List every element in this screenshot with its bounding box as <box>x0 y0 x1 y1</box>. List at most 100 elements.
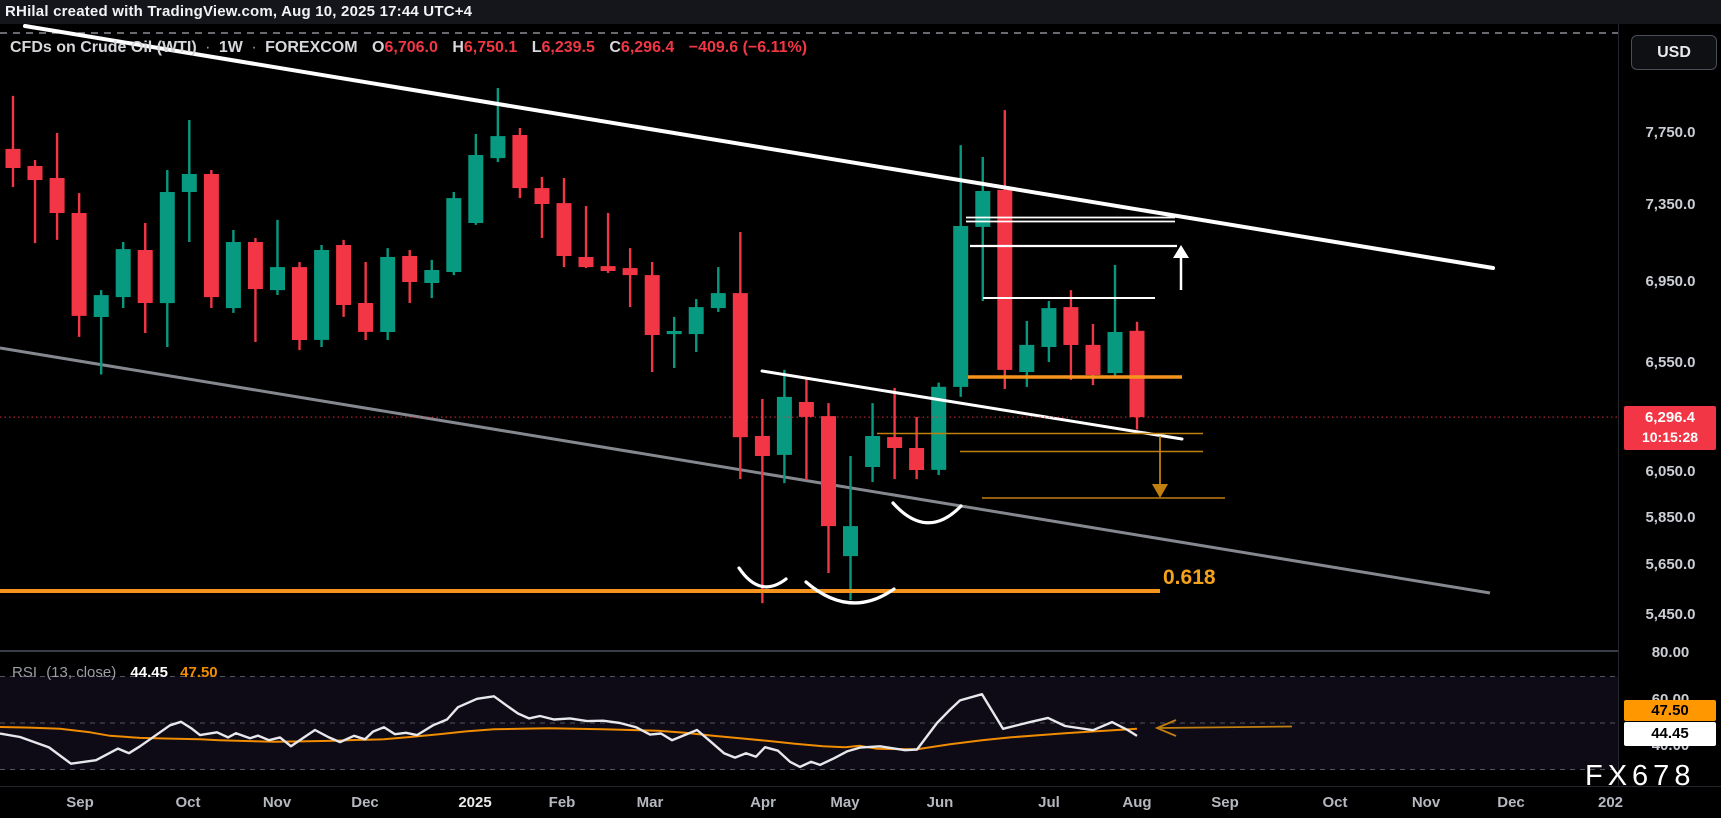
candle-body <box>446 198 462 272</box>
time-axis-label: Aug <box>1122 794 1152 811</box>
upper-white-trendline[interactable] <box>23 24 1495 270</box>
candle-body <box>887 437 903 448</box>
fib-0618-label: 0.618 <box>1163 566 1216 589</box>
candle-body <box>821 416 836 527</box>
candle-body <box>292 267 307 340</box>
rsi-ma-line[interactable] <box>0 726 1138 751</box>
price-scale[interactable]: 7,750.0 7,350.0 6,950.0 6,550.0 6,050.0 5,850… <box>1618 24 1721 786</box>
candle-body <box>688 307 704 335</box>
candle-body <box>1107 332 1123 374</box>
lower-grey-trendline[interactable] <box>0 346 1491 595</box>
candle-body <box>159 192 175 304</box>
candle-body <box>181 174 197 192</box>
symbol-header[interactable]: CFDs on Crude Oil (WTI) · 1W · FOREXCOM … <box>10 39 807 59</box>
candle-body <box>1129 330 1145 418</box>
candle-body <box>909 448 925 470</box>
attribution-text: RHilal created with TradingView.com, Aug… <box>5 3 473 20</box>
symbol-title[interactable]: CFDs on Crude Oil (WTI) <box>10 39 197 56</box>
candle-body <box>203 174 219 298</box>
time-scale[interactable]: Sep Oct Nov Dec 2025 Feb Mar Apr May Jun Jul Aug Sep… <box>0 786 1721 818</box>
change-value: −409.6 (−6.11%) <box>688 39 808 56</box>
arc-may-low[interactable] <box>804 580 896 605</box>
candle-body <box>843 526 858 557</box>
candle-body <box>402 256 418 282</box>
price-tick-label: 7,350.0 <box>1645 196 1696 214</box>
candle-body <box>225 242 241 309</box>
separator-dot: · <box>251 39 257 56</box>
bar-countdown: 10:15:28 <box>1641 429 1699 446</box>
time-axis-label: Oct <box>1322 794 1348 811</box>
candle-body <box>71 213 87 316</box>
candle-body <box>424 270 440 283</box>
attribution-bar: RHilal created with TradingView.com, Aug… <box>0 0 1721 24</box>
rsi-line[interactable] <box>0 693 1138 769</box>
ohlc-low: L6,239.5 <box>531 39 595 56</box>
candle-body <box>27 166 43 180</box>
rsi-left-arrow-head <box>1154 719 1177 737</box>
rsi-left-arrow[interactable] <box>1159 725 1293 729</box>
candle-body <box>270 267 285 291</box>
price-tick-label: 5,850.0 <box>1645 508 1696 526</box>
price-tick-label: 6,050.0 <box>1645 462 1696 480</box>
time-axis-label: Mar <box>636 794 664 811</box>
candle-body <box>710 293 726 309</box>
time-axis-label: Jun <box>926 794 954 811</box>
last-price-value: 6,296.4 <box>1644 409 1696 427</box>
price-tick-label: 5,650.0 <box>1645 556 1696 574</box>
candle-body <box>776 396 792 455</box>
time-axis-label: Dec <box>1497 794 1525 811</box>
chart-canvas[interactable] <box>0 0 1618 786</box>
candle-body <box>1063 307 1079 345</box>
candle-body <box>754 436 770 456</box>
time-axis-label: Jul <box>1038 794 1060 811</box>
last-price-badge: 6,296.4 10:15:28 <box>1624 406 1716 451</box>
ohlc-open: O6,706.0 <box>372 39 438 56</box>
arc-june-low[interactable] <box>891 501 963 525</box>
candle-body <box>137 250 153 303</box>
timeframe-label[interactable]: 1W <box>218 39 243 56</box>
arc-april-low[interactable] <box>737 566 788 589</box>
time-axis-label: 2025 <box>458 794 492 811</box>
up-arrow-head <box>1173 245 1189 258</box>
time-axis-label: Oct <box>175 794 201 811</box>
candle-body <box>622 268 638 276</box>
rsi-indicator-legend[interactable]: RSI (13, close) 44.45 47.50 <box>12 664 218 682</box>
candle-body <box>490 136 506 159</box>
time-axis-label: Sep <box>1211 794 1239 811</box>
rsi-band <box>0 676 1618 770</box>
time-axis-label: Nov <box>1411 794 1441 811</box>
down-arrow-head <box>1152 484 1168 498</box>
candle-body <box>534 188 550 204</box>
candle-body <box>247 242 263 290</box>
candle-body <box>1041 308 1057 347</box>
rsi-ma-badge: 47.50 <box>1624 700 1716 721</box>
mid-white-trendline[interactable] <box>760 369 1184 441</box>
fx678-watermark: FX678 <box>1585 760 1696 792</box>
candle-body <box>468 155 484 223</box>
candle-body <box>5 148 21 168</box>
candle-body <box>49 178 65 213</box>
candle-body <box>93 295 109 317</box>
candle-body <box>314 250 330 340</box>
rsi-tick-label: 80.00 <box>1651 644 1690 662</box>
currency-button[interactable]: USD <box>1631 35 1717 70</box>
candle-body <box>865 436 881 467</box>
time-axis-label: 202 <box>1598 794 1624 811</box>
candle-body <box>997 189 1013 370</box>
candle-body <box>512 135 528 189</box>
price-tick-label: 6,950.0 <box>1645 272 1696 290</box>
rsi-ma-value: 47.50 <box>180 664 218 681</box>
rsi-title: RSI <box>12 664 38 681</box>
ohlc-high: H6,750.1 <box>452 39 518 56</box>
separator-dot: · <box>205 39 211 56</box>
candle-body <box>1085 344 1101 375</box>
candle-body <box>953 226 969 387</box>
rsi-params: (13, close) <box>46 664 117 681</box>
time-axis-label: Feb <box>548 794 576 811</box>
candle-body <box>732 293 748 438</box>
candle-body <box>336 245 352 305</box>
rsi-value-badge: 44.45 <box>1624 722 1716 746</box>
candle-body <box>644 275 660 335</box>
time-axis-label: Apr <box>750 794 776 811</box>
